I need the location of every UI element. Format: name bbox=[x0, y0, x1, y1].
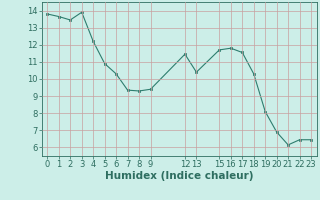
X-axis label: Humidex (Indice chaleur): Humidex (Indice chaleur) bbox=[105, 171, 253, 181]
